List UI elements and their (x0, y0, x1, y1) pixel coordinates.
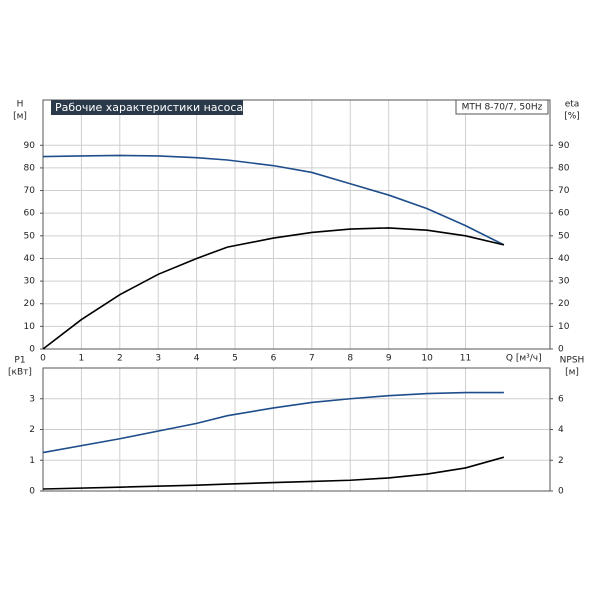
y-tick-label: 90 (24, 141, 36, 151)
y-tick-label: 30 (24, 277, 36, 287)
y-tick-label: 50 (24, 231, 36, 241)
y-unit: [кВт] (8, 368, 32, 378)
x-label: Q [м³/ч] (506, 354, 542, 364)
y-tick-label: 10 (24, 322, 36, 332)
y-tick-label: 1 (29, 456, 35, 466)
y2-tick-label: 50 (558, 231, 570, 241)
y2-label: NPSH (560, 356, 585, 366)
x-tick-label: 11 (460, 354, 471, 364)
series-line (42, 227, 505, 350)
y-tick-label: 40 (24, 254, 36, 264)
y-tick-label: 2 (29, 425, 35, 435)
subtitle-box (455, 99, 549, 115)
y2-tick-label: 0 (558, 345, 564, 355)
x-tick-label: 4 (194, 354, 200, 364)
y2-tick-label: 0 (558, 487, 564, 497)
x-tick-label: 7 (309, 354, 315, 364)
y2-unit: [%] (564, 112, 580, 122)
x-tick-label: 5 (232, 354, 238, 364)
y-tick-label: 80 (24, 163, 36, 173)
title-box (51, 100, 243, 115)
y-tick-label: 3 (29, 394, 35, 404)
y-tick-label: 70 (24, 186, 36, 196)
y2-tick-label: 4 (558, 425, 564, 435)
x-tick-label: 2 (117, 354, 123, 364)
plot-frame (42, 99, 551, 350)
x-tick-label: 9 (386, 354, 392, 364)
y2-tick-label: 70 (558, 186, 570, 196)
x-tick-label: 1 (79, 354, 85, 364)
chart-title: Рабочие характеристики насоса (55, 101, 243, 114)
y2-tick-label: 20 (558, 299, 570, 309)
y2-tick-label: 2 (558, 456, 564, 466)
x-tick-label: 6 (271, 354, 277, 364)
y-tick-label: 60 (24, 209, 36, 219)
y2-tick-label: 90 (558, 141, 570, 151)
y2-tick-label: 10 (558, 322, 570, 332)
x-tick-label: 10 (421, 354, 433, 364)
y2-label: eta (565, 100, 580, 110)
y2-tick-label: 80 (558, 163, 570, 173)
y-tick-label: 0 (29, 345, 35, 355)
y-label: P1 (14, 356, 25, 366)
series-line (42, 456, 505, 490)
y-label: H (17, 100, 24, 110)
y2-tick-label: 40 (558, 254, 570, 264)
plot-frame (42, 367, 551, 492)
x-tick-label: 0 (40, 354, 46, 364)
y2-tick-label: 30 (558, 277, 570, 287)
y-tick-label: 0 (29, 487, 35, 497)
chart-subtitle: MTH 8-70/7, 50Hz (462, 103, 543, 113)
y2-tick-label: 6 (558, 394, 564, 404)
x-tick-label: 8 (347, 354, 353, 364)
series-line (42, 154, 505, 246)
y-unit: [м] (13, 112, 27, 122)
series-line (42, 391, 504, 454)
y-tick-label: 20 (24, 299, 36, 309)
x-tick-label: 3 (155, 354, 161, 364)
y2-tick-label: 60 (558, 209, 570, 219)
y2-unit: [м] (565, 368, 579, 378)
